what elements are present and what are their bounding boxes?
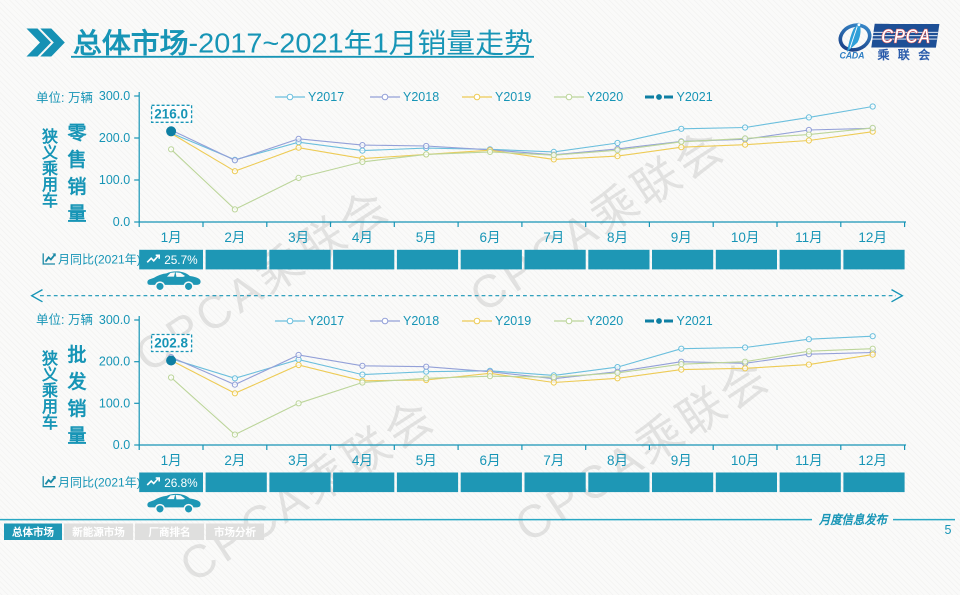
- svg-text:批发销量: 批发销量: [66, 344, 87, 447]
- svg-text:乘联会: 乘联会: [877, 47, 939, 62]
- svg-text:0.0: 0.0: [113, 215, 130, 229]
- svg-text:8月: 8月: [607, 453, 628, 468]
- svg-text:100.0: 100.0: [99, 396, 130, 410]
- svg-text:3月: 3月: [288, 230, 309, 245]
- svg-text:Y2021: Y2021: [677, 314, 713, 328]
- svg-text:总体市场-2017~2021年1月销量走势: 总体市场 -2017~2021年1月销量走势: [73, 28, 533, 59]
- svg-text:Y2021: Y2021: [677, 90, 713, 104]
- svg-text:100.0: 100.0: [99, 173, 130, 187]
- svg-text:9月: 9月: [671, 453, 692, 468]
- svg-text:厂商排名: 厂商排名: [149, 526, 191, 539]
- svg-text:11月: 11月: [795, 453, 823, 468]
- svg-text:零售销量: 零售销量: [66, 122, 87, 225]
- svg-text:12月: 12月: [858, 453, 887, 468]
- svg-text:Y2019: Y2019: [495, 314, 531, 328]
- svg-text:5: 5: [945, 523, 952, 537]
- svg-text:3月: 3月: [288, 453, 309, 468]
- svg-text:单位: 万辆: 单位: 万辆: [36, 312, 93, 327]
- svg-text:Y2018: Y2018: [403, 90, 439, 104]
- svg-text:CPCA: CPCA: [881, 25, 931, 48]
- svg-text:300.0: 300.0: [99, 313, 130, 327]
- svg-text:25.7%: 25.7%: [164, 253, 198, 267]
- svg-text:5月: 5月: [416, 230, 437, 245]
- svg-text:10月: 10月: [731, 230, 760, 245]
- svg-text:狭义乘用车: 狭义乘用车: [41, 127, 58, 210]
- svg-text:单位: 万辆: 单位: 万辆: [36, 90, 93, 105]
- svg-text:Y2019: Y2019: [495, 90, 531, 104]
- svg-text:11月: 11月: [795, 230, 823, 245]
- svg-text:市场分析: 市场分析: [214, 526, 256, 539]
- svg-text:Y2020: Y2020: [587, 314, 623, 328]
- svg-text:Y2018: Y2018: [403, 314, 439, 328]
- svg-text:狭义乘用车: 狭义乘用车: [41, 349, 58, 432]
- svg-text:10月: 10月: [731, 453, 760, 468]
- svg-text:月同比(2021年): 月同比(2021年): [58, 475, 141, 489]
- svg-text:1月: 1月: [161, 230, 182, 245]
- svg-text:12月: 12月: [858, 230, 887, 245]
- svg-text:300.0: 300.0: [99, 89, 130, 103]
- svg-text:26.8%: 26.8%: [164, 476, 198, 490]
- svg-text:月度信息发布: 月度信息发布: [818, 513, 889, 527]
- svg-text:6月: 6月: [479, 230, 500, 245]
- svg-text:202.8: 202.8: [154, 336, 188, 351]
- svg-text:CADA: CADA: [840, 51, 865, 61]
- svg-text:月同比(2021年): 月同比(2021年): [58, 253, 141, 267]
- svg-text:200.0: 200.0: [99, 355, 130, 369]
- svg-text:9月: 9月: [671, 230, 692, 245]
- svg-text:5月: 5月: [416, 453, 437, 468]
- svg-text:7月: 7月: [543, 453, 564, 468]
- svg-text:4月: 4月: [352, 453, 373, 468]
- svg-text:200.0: 200.0: [99, 131, 130, 145]
- svg-text:总体市场: 总体市场: [12, 526, 54, 539]
- svg-text:Y2017: Y2017: [308, 314, 344, 328]
- svg-text:2月: 2月: [224, 453, 245, 468]
- svg-text:Y2020: Y2020: [587, 90, 623, 104]
- svg-text:7月: 7月: [543, 230, 564, 245]
- svg-text:4月: 4月: [352, 230, 373, 245]
- svg-text:Y2017: Y2017: [308, 90, 344, 104]
- svg-text:1月: 1月: [161, 453, 182, 468]
- svg-text:0.0: 0.0: [113, 438, 130, 452]
- svg-text:8月: 8月: [607, 230, 628, 245]
- svg-text:6月: 6月: [479, 453, 500, 468]
- svg-text:新能源市场: 新能源市场: [72, 526, 125, 539]
- svg-text:2月: 2月: [224, 230, 245, 245]
- svg-text:216.0: 216.0: [154, 107, 188, 122]
